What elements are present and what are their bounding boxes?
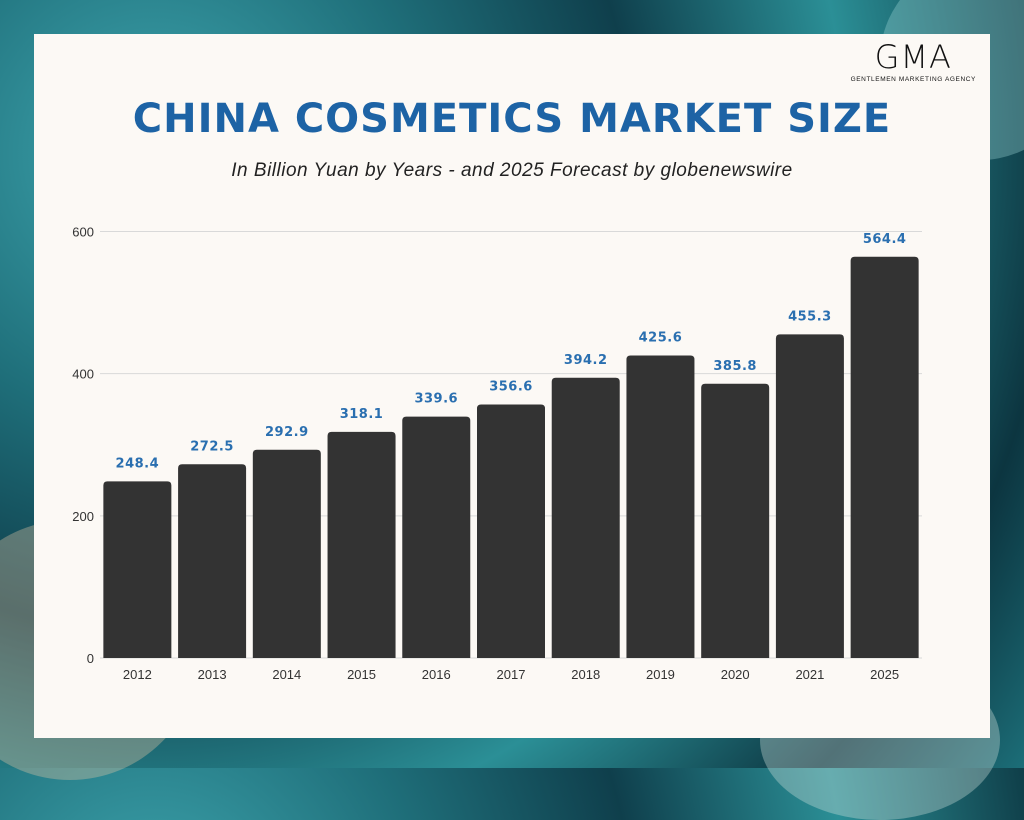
data-label: 455.3 [788,309,832,324]
x-tick-label: 2019 [646,667,675,682]
bar [626,355,695,658]
bar [775,334,844,658]
data-label: 564.4 [863,232,907,247]
x-tick-label: 2013 [198,667,227,682]
x-tick-label: 2020 [721,667,750,682]
x-tick-label: 2014 [272,667,301,682]
bar-chart: 0 200 400 600 248.4 2012 272.5 2013 292.9 2014 318… [72,225,922,683]
bar-layer [103,256,919,658]
data-label: 385.8 [713,359,757,374]
y-tick-label: 200 [72,509,94,524]
bar [402,416,471,658]
data-label: 272.5 [190,439,234,454]
bar [178,464,247,658]
infographic-card: GMA GENTLEMEN MARKETING AGENCY CHINA COS… [34,34,990,738]
y-tick-label: 400 [72,367,94,382]
data-label: 318.1 [340,407,384,422]
y-tick-label: 0 [87,651,94,666]
logo-subtitle: GENTLEMEN MARKETING AGENCY [850,76,976,83]
gma-logo: GMA GENTLEMEN MARKETING AGENCY [851,40,976,83]
x-tick-label: 2016 [422,667,451,682]
bar [103,481,172,658]
bar [477,404,545,658]
bar [701,383,770,658]
data-label: 425.6 [639,330,683,345]
label-layer: 0 200 400 600 248.4 2012 272.5 2013 292.9 2014 318… [72,225,906,683]
bar [327,431,396,658]
logo-mark: GMA [874,38,952,76]
x-tick-label: 2021 [795,667,824,682]
x-tick-label: 2025 [870,667,899,682]
data-label: 248.4 [116,456,160,471]
x-tick-label: 2018 [571,667,600,682]
y-tick-label: 600 [72,225,94,240]
bar [850,256,919,658]
bar [252,449,321,658]
data-label: 339.6 [414,392,458,407]
data-label: 394.2 [564,353,608,368]
x-tick-label: 2015 [347,667,376,682]
data-label: 356.6 [489,380,533,395]
x-tick-label: 2017 [497,667,526,682]
page-subtitle: In Billion Yuan by Years - and 2025 Fore… [231,160,793,181]
bar [551,377,620,658]
x-tick-label: 2012 [123,667,152,682]
page-title: CHINA COSMETICS MARKET SIZE [132,96,892,142]
data-label: 292.9 [265,425,309,440]
